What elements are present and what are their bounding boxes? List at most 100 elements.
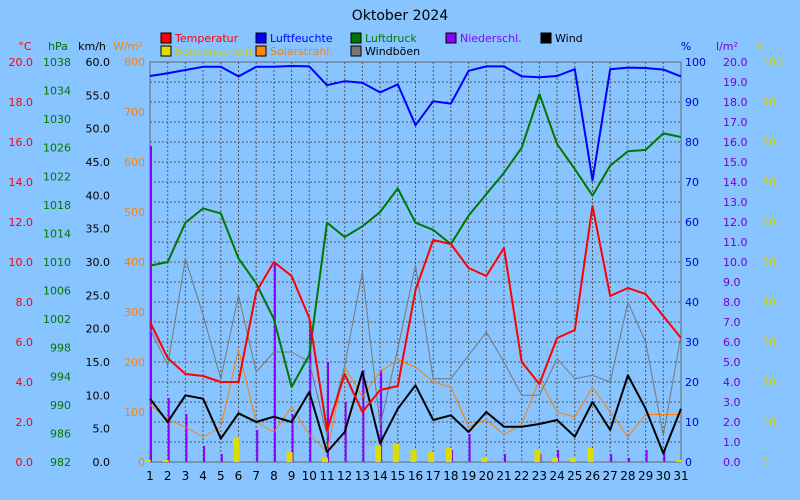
solar-tick-label: 700 xyxy=(124,106,145,119)
temp-tick-label: 0.0 xyxy=(16,456,34,469)
series-line-windben xyxy=(149,258,682,436)
x-tick-label: 29 xyxy=(638,469,653,483)
bar-sonnenschein xyxy=(676,460,682,462)
humidity-tick-label: 100 xyxy=(685,56,706,69)
pressure-tick-label: 1030 xyxy=(43,113,71,126)
x-tick-label: 19 xyxy=(461,469,476,483)
legend: Temperatur Luftfeuchte Luftdruck Nieders… xyxy=(160,32,583,58)
bar-sonnenschein xyxy=(322,458,328,462)
wind-tick-label: 25.0 xyxy=(86,289,111,302)
legend-label-temperatur: Temperatur xyxy=(174,32,239,45)
bar-niederschl xyxy=(468,434,471,462)
x-tick-label: 28 xyxy=(620,469,635,483)
bar-niederschl xyxy=(167,398,170,462)
series-line-solarstrahl xyxy=(149,349,681,453)
bar-niederschl xyxy=(327,362,329,462)
legend-label-sonnenschein: Sonnenschein xyxy=(175,45,252,58)
x-tick-label: 30 xyxy=(656,469,671,483)
bar-sonnenschein xyxy=(569,458,576,462)
sun-tick-label: 100 xyxy=(762,56,783,69)
series-line-temperatur xyxy=(149,205,682,431)
legend-swatch-niederschl xyxy=(445,32,457,44)
rain-tick-label: 12.0 xyxy=(723,216,748,229)
bar-niederschl xyxy=(203,446,206,462)
x-tick-label: 8 xyxy=(270,469,278,483)
wind-tick-label: 20.0 xyxy=(86,323,111,336)
pressure-tick-label: 1022 xyxy=(43,170,71,183)
x-tick-label: 14 xyxy=(372,469,387,483)
legend-swatch-windboeen xyxy=(350,45,362,57)
rain-tick-label: 1.0 xyxy=(723,436,741,449)
sun-tick-label: 50 xyxy=(762,256,776,269)
wind-tick-label: 50.0 xyxy=(86,123,111,136)
bar-niederschl xyxy=(380,370,383,462)
humidity-tick-label: 40 xyxy=(685,296,699,309)
rain-tick-label: 5.0 xyxy=(723,356,741,369)
x-tick-label: 6 xyxy=(235,469,243,483)
bar-niederschl xyxy=(185,414,188,462)
rain-tick-label: 13.0 xyxy=(723,196,748,209)
solar-tick-label: 100 xyxy=(124,406,145,419)
humidity-tick-label: 10 xyxy=(685,416,699,429)
rain-tick-label: 2.0 xyxy=(723,416,741,429)
bar-niederschl xyxy=(627,458,630,462)
pressure-tick-label: 990 xyxy=(50,399,71,412)
legend-item-solarstrahl: Solarstrahl. xyxy=(255,45,333,58)
solar-unit-label: W/m² xyxy=(113,40,143,53)
rain-tick-label: 7.0 xyxy=(723,316,741,329)
humidity-tick-label: 90 xyxy=(685,96,699,109)
sun-tick-label: 60 xyxy=(762,216,776,229)
sun-tick-label: 30 xyxy=(762,336,776,349)
x-tick-label: 1 xyxy=(146,469,154,483)
bar-sonnenschein xyxy=(233,438,240,462)
solar-tick-label: 300 xyxy=(124,306,145,319)
solar-tick-label: 600 xyxy=(124,156,145,169)
bar-sonnenschein xyxy=(534,450,541,462)
legend-swatch-temperatur xyxy=(160,32,172,44)
x-tick-label: 15 xyxy=(390,469,405,483)
legend-label-solarstrahl: Solarstrahl. xyxy=(270,45,333,58)
x-tick-label: 18 xyxy=(443,469,458,483)
wind-tick-label: 60.0 xyxy=(86,56,111,69)
pressure-tick-label: 1026 xyxy=(43,142,71,155)
rain-tick-label: 8.0 xyxy=(723,296,741,309)
sun-unit-label: h xyxy=(757,40,764,53)
wind-tick-label: 45.0 xyxy=(86,156,111,169)
solar-tick-label: 800 xyxy=(124,56,145,69)
rain-tick-label: 17.0 xyxy=(723,116,748,129)
x-tick-label: 22 xyxy=(514,469,529,483)
pressure-tick-label: 1006 xyxy=(43,285,71,298)
temp-tick-label: 12.0 xyxy=(9,216,34,229)
x-tick-label: 26 xyxy=(585,469,600,483)
rain-tick-label: 10.0 xyxy=(723,256,748,269)
x-tick-label: 7 xyxy=(252,469,260,483)
pressure-tick-label: 1014 xyxy=(43,227,71,240)
humidity-tick-label: 60 xyxy=(685,216,699,229)
series-line-luftdruck xyxy=(149,93,682,388)
rain-tick-label: 15.0 xyxy=(723,156,748,169)
sun-tick-label: 20 xyxy=(762,376,776,389)
legend-item-sonnenschein: Sonnenschein xyxy=(160,45,252,58)
legend-label-windboeen: Windböen xyxy=(365,45,420,58)
legend-item-windboeen: Windböen xyxy=(350,45,420,58)
bar-sonnenschein xyxy=(145,460,151,462)
bar-sonnenschein xyxy=(375,446,382,462)
pressure-tick-label: 986 xyxy=(50,427,71,440)
humidity-tick-label: 30 xyxy=(685,336,699,349)
wind-unit-label: km/h xyxy=(78,40,106,53)
x-tick-label: 21 xyxy=(496,469,511,483)
bar-sonnenschein xyxy=(587,448,594,462)
x-tick-label: 25 xyxy=(567,469,582,483)
solar-tick-label: 200 xyxy=(124,356,145,369)
legend-label-wind: Wind xyxy=(555,32,583,45)
temp-tick-label: 10.0 xyxy=(9,256,34,269)
temp-tick-label: 14.0 xyxy=(9,176,34,189)
x-tick-label: 11 xyxy=(319,469,334,483)
humidity-tick-label: 80 xyxy=(685,136,699,149)
temp-tick-label: 2.0 xyxy=(16,416,34,429)
temp-tick-label: 20.0 xyxy=(9,56,34,69)
legend-label-niederschl: Niederschl. xyxy=(460,32,522,45)
bar-sonnenschein xyxy=(392,444,399,462)
pressure-tick-label: 1034 xyxy=(43,85,71,98)
temp-tick-label: 18.0 xyxy=(9,96,34,109)
